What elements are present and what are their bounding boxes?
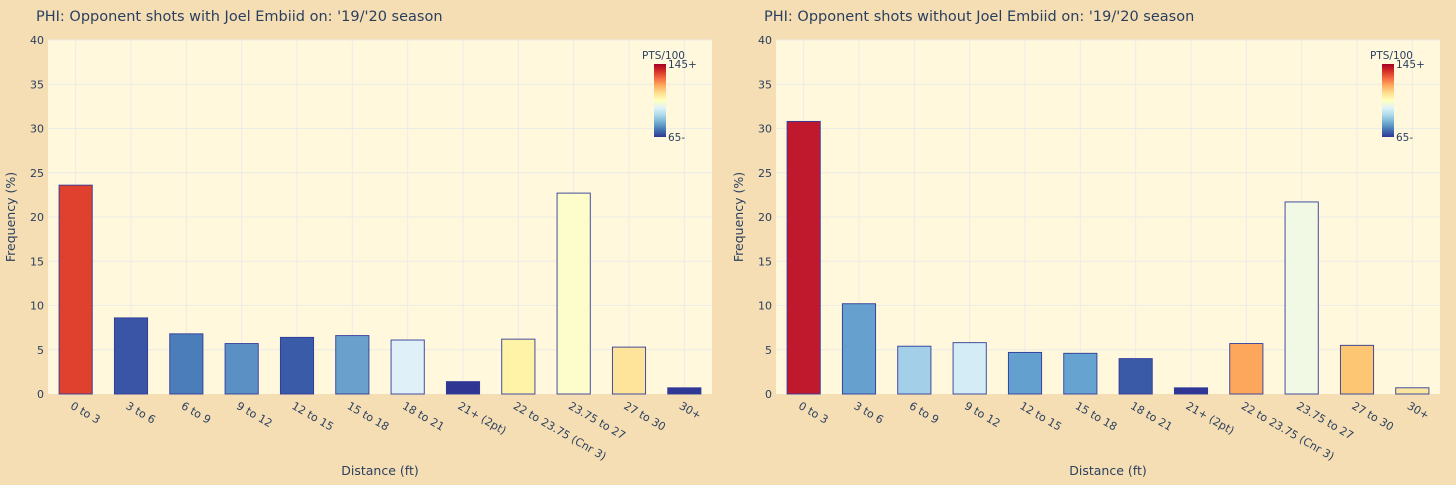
x-tick-label: 3 to 6 — [852, 399, 886, 426]
bar-11[interactable] — [1339, 344, 1375, 395]
bar-7[interactable] — [390, 339, 425, 395]
x-tick-label: 21+ (2pt) — [456, 399, 509, 437]
bar-9[interactable] — [1229, 343, 1264, 395]
x-tick-label: 15 to 18 — [1073, 399, 1119, 433]
x-tick-label: 9 to 12 — [962, 399, 1002, 430]
chart-title: PHI: Opponent shots without Joel Embiid … — [764, 9, 1194, 25]
x-tick-label: 30+ — [677, 399, 704, 422]
bar-8[interactable] — [1173, 387, 1209, 395]
y-tick-label: 15 — [30, 255, 44, 268]
bar-12[interactable] — [667, 387, 702, 395]
x-tick-label: 9 to 12 — [234, 399, 274, 430]
y-axis-title: Frequency (%) — [3, 172, 18, 262]
y-tick-label: 5 — [37, 344, 44, 357]
y-tick-label: 40 — [758, 34, 772, 47]
x-tick-label: 6 to 9 — [907, 399, 941, 426]
y-tick-label: 0 — [765, 388, 772, 401]
x-tick-label: 27 to 30 — [622, 399, 668, 433]
y-tick-label: 30 — [30, 123, 44, 136]
x-tick-label: 0 to 3 — [68, 399, 102, 426]
x-tick-label: 0 to 3 — [796, 399, 830, 426]
y-tick-label: 30 — [758, 123, 772, 136]
y-tick-label: 10 — [758, 300, 772, 313]
x-tick-label: 15 to 18 — [345, 399, 391, 433]
y-tick-label: 40 — [30, 34, 44, 47]
colorbar-min-label: 65- — [668, 132, 685, 144]
chart-panel-1: PHI: Opponent shots with Joel Embiid on:… — [3, 9, 712, 478]
x-tick-label: 27 to 30 — [1350, 399, 1396, 433]
bar-2[interactable] — [113, 317, 149, 395]
x-tick-label: 22 to 23.75 (Cnr 3) — [511, 399, 609, 463]
bar-11[interactable] — [611, 346, 647, 395]
bar-1[interactable] — [58, 184, 93, 395]
bar-1[interactable] — [786, 120, 821, 395]
bar-5[interactable] — [1007, 351, 1043, 395]
bar-7[interactable] — [1118, 358, 1153, 395]
bar-9[interactable] — [501, 338, 536, 395]
bar-3[interactable] — [169, 333, 204, 395]
colorbar-title: PTS/100 — [642, 50, 685, 62]
chart-panel-2: PHI: Opponent shots without Joel Embiid … — [731, 9, 1440, 478]
bar-12[interactable] — [1395, 387, 1430, 395]
x-tick-label: 18 to 21 — [1128, 399, 1174, 433]
x-tick-label: 30+ — [1405, 399, 1432, 422]
y-tick-label: 0 — [37, 388, 44, 401]
x-tick-label: 3 to 6 — [124, 399, 158, 426]
bar-8[interactable] — [445, 381, 481, 395]
colorbar-min-label: 65- — [1396, 132, 1413, 144]
x-tick-label: 21+ (2pt) — [1184, 399, 1237, 437]
bar-10[interactable] — [556, 192, 591, 395]
bar-10[interactable] — [1284, 201, 1319, 395]
colorbar — [1382, 64, 1394, 137]
bar-5[interactable] — [279, 336, 315, 395]
y-tick-label: 10 — [30, 300, 44, 313]
colorbar — [654, 64, 666, 137]
y-tick-label: 25 — [758, 167, 772, 180]
y-tick-label: 5 — [765, 344, 772, 357]
colorbar-max-label: 145+ — [668, 59, 697, 71]
y-axis-title: Frequency (%) — [731, 172, 746, 262]
bar-6[interactable] — [335, 335, 370, 395]
bar-6[interactable] — [1063, 352, 1098, 395]
x-axis-title: Distance (ft) — [1069, 463, 1146, 478]
bar-2[interactable] — [841, 303, 877, 395]
bar-4[interactable] — [224, 343, 259, 395]
chart-title: PHI: Opponent shots with Joel Embiid on:… — [36, 9, 443, 25]
y-tick-label: 20 — [758, 211, 772, 224]
y-tick-label: 35 — [30, 78, 44, 91]
x-tick-label: 18 to 21 — [400, 399, 446, 433]
x-tick-label: 6 to 9 — [179, 399, 213, 426]
y-tick-label: 25 — [30, 167, 44, 180]
x-tick-label: 12 to 15 — [1018, 399, 1064, 433]
y-tick-label: 35 — [758, 78, 772, 91]
colorbar-title: PTS/100 — [1370, 50, 1413, 62]
y-tick-label: 20 — [30, 211, 44, 224]
x-tick-label: 22 to 23.75 (Cnr 3) — [1239, 399, 1337, 463]
x-tick-label: 12 to 15 — [290, 399, 336, 433]
x-axis-title: Distance (ft) — [341, 463, 418, 478]
y-tick-label: 15 — [758, 255, 772, 268]
bar-3[interactable] — [897, 345, 932, 395]
bar-4[interactable] — [952, 342, 987, 395]
colorbar-max-label: 145+ — [1396, 59, 1425, 71]
